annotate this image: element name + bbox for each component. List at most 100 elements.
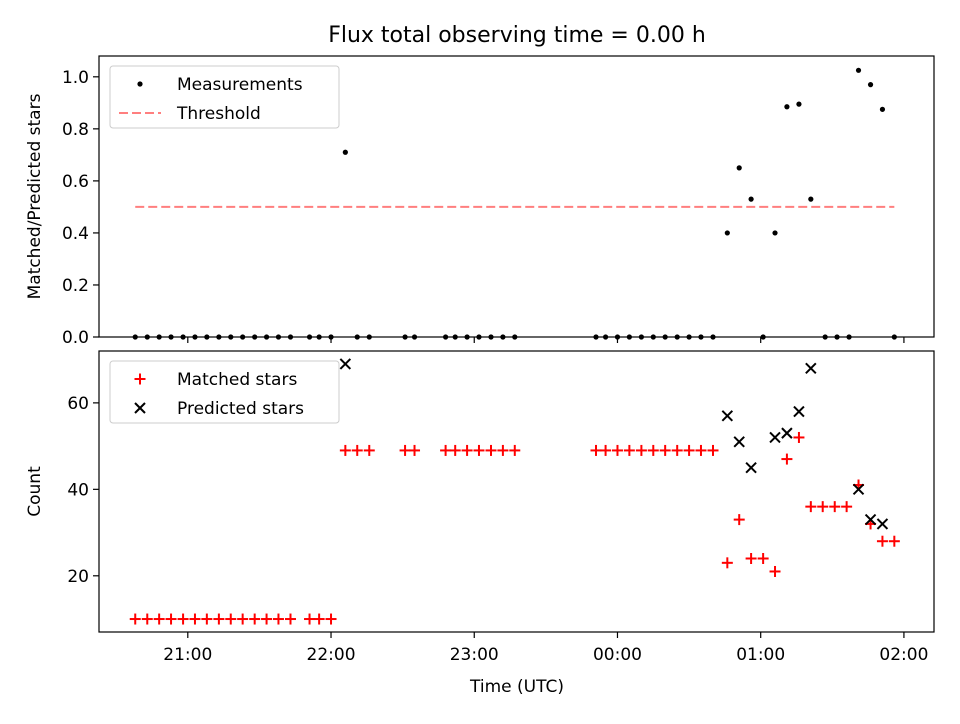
- matched-star-marker: [647, 444, 659, 456]
- matched-star-marker: [461, 444, 473, 456]
- predicted-star-marker: [733, 436, 745, 448]
- matched-star-marker: [363, 444, 375, 456]
- y-tick-label: 20: [67, 567, 89, 587]
- matched-star-marker: [449, 444, 461, 456]
- measurement-point: [867, 82, 874, 88]
- matched-star-marker: [141, 613, 153, 625]
- matched-star-marker: [745, 553, 757, 565]
- matched-star-marker: [707, 444, 719, 456]
- matched-star-marker: [249, 613, 261, 625]
- x-tick-label: 00:00: [593, 645, 642, 665]
- measurement-point: [748, 196, 754, 202]
- chart-title: Flux total observing time = 0.00 h: [328, 23, 706, 48]
- legend-box: [109, 360, 340, 424]
- matched-star-marker: [409, 444, 421, 456]
- y-tick-label: 0.2: [62, 276, 89, 296]
- y-axis-label: Count: [25, 466, 45, 517]
- predicted-star-marker: [339, 358, 352, 370]
- axes-frame: [98, 350, 935, 633]
- legend-label: Predicted stars: [177, 399, 304, 419]
- matched-star-marker: [659, 444, 671, 456]
- matched-star-marker: [671, 444, 683, 456]
- predicted-star-marker: [805, 362, 817, 374]
- y-tick-label: 60: [67, 394, 89, 414]
- matched-star-marker: [225, 613, 237, 625]
- matched-star-marker: [509, 444, 521, 456]
- x-tick-label: 02:00: [879, 645, 928, 665]
- measurement-point: [855, 67, 862, 73]
- matched-star-marker: [683, 444, 695, 456]
- matched-star-marker: [165, 613, 177, 625]
- matched-star-marker: [623, 444, 635, 456]
- legend-label: Measurements: [177, 75, 303, 95]
- matched-star-marker: [888, 535, 900, 547]
- y-tick-label: 40: [67, 480, 89, 500]
- matched-star-marker: [325, 613, 337, 625]
- matched-star-marker: [635, 444, 647, 456]
- matched-star-marker: [793, 431, 805, 443]
- matched-star-marker: [611, 444, 623, 456]
- matched-star-marker: [497, 444, 509, 456]
- legend-marker: [137, 81, 143, 87]
- measurement-point: [736, 165, 742, 171]
- matched-star-marker: [201, 613, 213, 625]
- measurement-point: [808, 196, 814, 202]
- x-tick-label: 21:00: [163, 645, 212, 665]
- matched-star-marker: [351, 444, 363, 456]
- y-tick-label: 1.0: [62, 68, 89, 88]
- predicted-star-marker: [745, 462, 757, 474]
- measurement-point: [724, 230, 730, 236]
- matched-star-marker: [339, 444, 351, 456]
- legend-label: Matched stars: [177, 370, 297, 390]
- matched-star-marker: [473, 444, 485, 456]
- legend-marker: [134, 373, 146, 385]
- matched-star-marker: [721, 557, 733, 569]
- matched-star-marker: [841, 501, 853, 513]
- bottom-panel: 20 40 60 21:00 22:00 23:00 00:00 01:00 02:00 Coun…: [25, 350, 935, 665]
- legend-marker: [134, 402, 146, 414]
- matched-star-marker: [213, 613, 225, 625]
- matched-star-marker: [485, 444, 497, 456]
- matched-star-marker: [304, 613, 316, 625]
- matched-star-marker: [805, 501, 817, 513]
- y-tick-label: 0.0: [62, 328, 89, 348]
- matched-star-marker: [817, 501, 829, 513]
- matched-star-marker: [189, 613, 201, 625]
- predicted-star-marker: [769, 431, 781, 444]
- matched-star-marker: [129, 613, 141, 625]
- measurement-point: [784, 104, 790, 110]
- y-tick-label: 0.6: [62, 172, 89, 192]
- matched-star-marker: [695, 444, 707, 456]
- matched-star-marker: [237, 613, 249, 625]
- matched-star-marker: [261, 613, 273, 625]
- predicted-star-marker: [852, 483, 865, 496]
- x-tick-label: 23:00: [450, 645, 499, 665]
- matched-star-marker: [600, 444, 612, 456]
- predicted-star-marker: [793, 405, 805, 418]
- matched-star-marker: [590, 444, 602, 456]
- matched-star-marker: [399, 444, 411, 456]
- legend-box: [109, 65, 340, 129]
- predicted-star-marker: [876, 518, 889, 530]
- matched-star-marker: [781, 453, 793, 465]
- measurement-point: [796, 101, 802, 107]
- y-tick-label: 0.4: [62, 224, 89, 244]
- axes-frame: [98, 55, 935, 338]
- x-axis-label: Time (UTC): [469, 677, 564, 697]
- y-axis-label: Matched/Predicted stars: [25, 93, 45, 299]
- predicted-star-marker: [781, 427, 793, 439]
- matched-star-marker: [272, 613, 284, 625]
- x-tick-label: 01:00: [736, 645, 785, 665]
- matched-star-marker: [876, 535, 888, 547]
- matched-star-marker: [769, 565, 781, 577]
- y-tick-label: 0.8: [62, 120, 89, 140]
- predicted-star-marker: [864, 513, 877, 526]
- matched-star-marker: [440, 444, 452, 456]
- matched-star-marker: [153, 613, 165, 625]
- matched-star-marker: [757, 553, 769, 565]
- matched-star-marker: [313, 613, 325, 625]
- matched-star-marker: [829, 501, 841, 513]
- matched-star-marker: [284, 613, 296, 625]
